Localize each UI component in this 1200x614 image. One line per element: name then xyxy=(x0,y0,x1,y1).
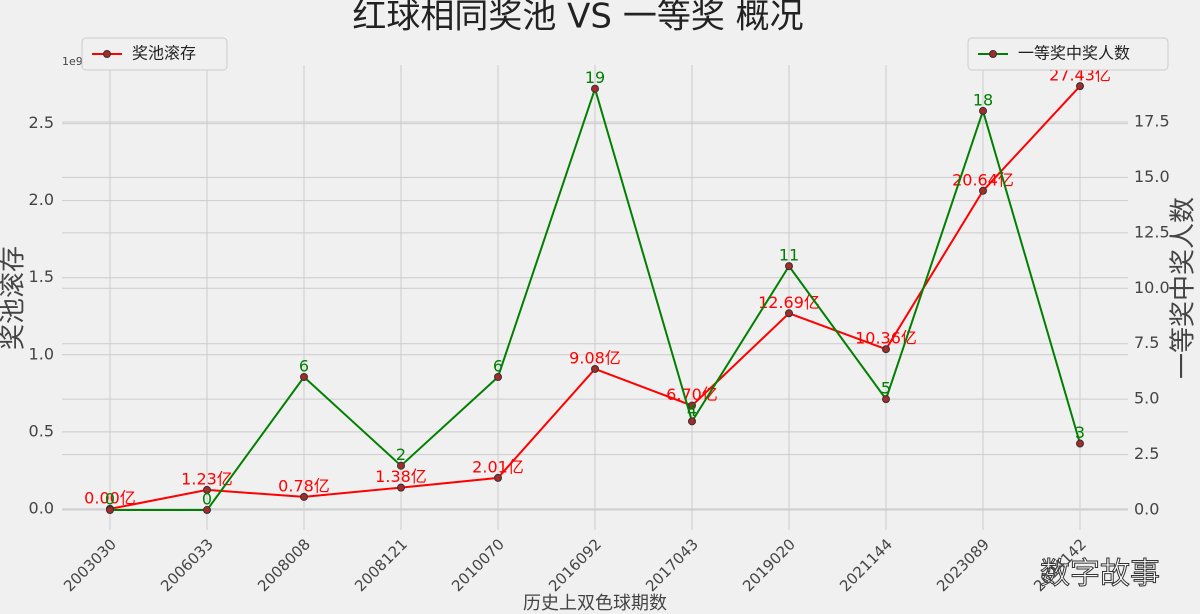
point xyxy=(785,309,793,318)
point xyxy=(979,186,987,195)
y2-tick-label: 2.5 xyxy=(1134,444,1159,463)
y-tick-label: 2.5 xyxy=(29,113,54,132)
data-label: 20.64亿 xyxy=(952,170,1014,189)
watermark: 数字故事 xyxy=(1040,557,1160,592)
x-axis-label: 历史上双色球期数 xyxy=(523,593,667,614)
point xyxy=(300,492,308,501)
data-label: 0.78亿 xyxy=(278,476,330,495)
point xyxy=(979,106,987,115)
data-label: 5 xyxy=(881,379,891,398)
y-tick-label: 1.5 xyxy=(29,267,54,286)
y2-tick-label: 0.0 xyxy=(1134,500,1159,519)
point xyxy=(882,345,890,354)
legend: 一等奖中奖人数 xyxy=(967,37,1169,71)
data-label: 6 xyxy=(493,356,503,375)
y-tick-label: 1.0 xyxy=(29,344,54,363)
point xyxy=(591,84,599,93)
point xyxy=(591,364,599,373)
y-offset-label: 1e9 xyxy=(62,55,83,68)
point xyxy=(1076,439,1084,448)
legend-marker xyxy=(989,50,997,58)
point xyxy=(300,372,308,381)
y-tick-label: 2.0 xyxy=(29,190,54,209)
data-label: 1.38亿 xyxy=(375,467,427,486)
data-label: 0.00亿 xyxy=(84,488,136,507)
data-label: 10.36亿 xyxy=(855,329,917,348)
data-label: 6 xyxy=(299,356,309,375)
x-tick-label: 2019020 xyxy=(739,535,799,595)
point xyxy=(203,485,211,494)
data-label: 12.69亿 xyxy=(758,293,820,312)
data-label: 9.08亿 xyxy=(569,348,621,367)
y2-tick-label: 12.5 xyxy=(1134,222,1170,241)
point xyxy=(882,395,890,404)
point xyxy=(106,506,114,515)
point xyxy=(785,262,793,271)
x-tick-label: 2008121 xyxy=(351,535,411,595)
x-tick-label: 2017043 xyxy=(642,535,702,595)
x-tick-label: 2003030 xyxy=(60,535,120,595)
y2-axis-label: 一等奖中奖人数 xyxy=(1169,197,1199,379)
point xyxy=(1076,82,1084,91)
x-tick-label: 2016092 xyxy=(545,535,605,595)
data-label: 0 xyxy=(105,490,115,509)
y-tick-label: 0.5 xyxy=(29,421,54,440)
x-tick-label: 2023089 xyxy=(933,535,993,595)
point xyxy=(688,417,696,426)
point xyxy=(397,483,405,492)
y2-tick-label: 17.5 xyxy=(1134,111,1170,130)
legend: 奖池滚存 xyxy=(81,37,228,71)
point xyxy=(203,506,211,515)
data-label: 0 xyxy=(202,490,212,509)
data-label: 19 xyxy=(585,68,605,87)
y2-tick-label: 7.5 xyxy=(1134,333,1159,352)
point xyxy=(494,473,502,482)
y2-tick-label: 15.0 xyxy=(1134,167,1170,186)
legend-box xyxy=(967,37,1169,71)
point xyxy=(688,401,696,410)
data-label: 18 xyxy=(973,90,993,109)
data-label: 4 xyxy=(687,401,697,420)
legend-label: 一等奖中奖人数 xyxy=(1018,44,1130,63)
data-label: 3 xyxy=(1075,423,1085,442)
y2-tick-label: 10.0 xyxy=(1134,278,1170,297)
legend-marker xyxy=(103,50,111,58)
x-tick-label: 2021144 xyxy=(836,535,896,595)
point xyxy=(494,372,502,381)
x-tick-label: 2008008 xyxy=(254,535,314,595)
legend-label: 奖池滚存 xyxy=(132,44,196,63)
data-label: 11 xyxy=(779,246,799,265)
chart-title: 红球相同奖池 VS 一等奖 概况 xyxy=(352,0,803,37)
legend-box xyxy=(81,37,228,71)
point xyxy=(397,461,405,470)
y-axis-label: 奖池滚存 xyxy=(0,246,29,350)
x-tick-label: 2006033 xyxy=(157,535,217,595)
data-label: 2 xyxy=(396,445,406,464)
y-tick-label: 0.0 xyxy=(29,498,54,517)
x-tick-label: 2010070 xyxy=(448,535,508,595)
data-label: 1.23亿 xyxy=(181,469,233,488)
data-label: 2.01亿 xyxy=(472,457,524,476)
y2-tick-label: 5.0 xyxy=(1134,389,1159,408)
